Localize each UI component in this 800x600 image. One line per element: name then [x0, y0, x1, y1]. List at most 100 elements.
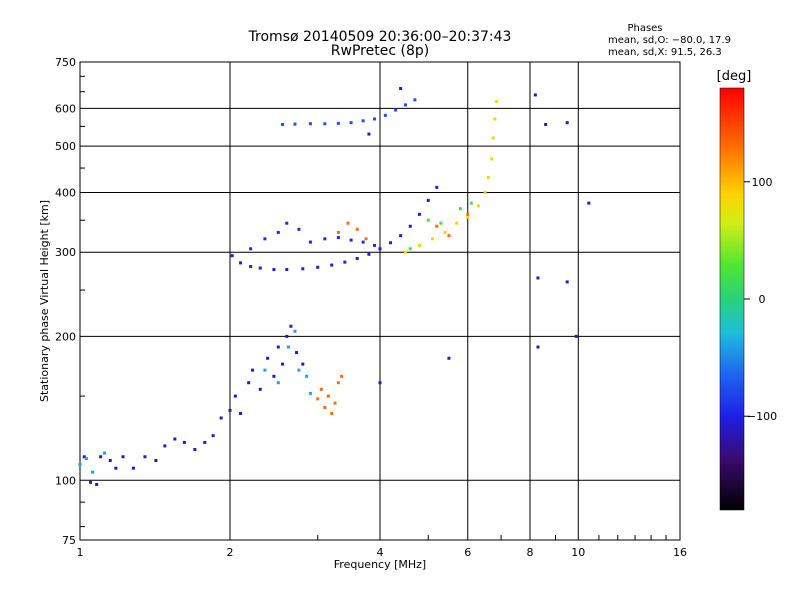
- y-tick-label: 750: [55, 56, 76, 69]
- colorbar: [deg] 100 0 −100: [717, 69, 777, 511]
- data-point: [565, 121, 569, 125]
- data-point: [399, 234, 403, 238]
- data-point: [447, 234, 451, 238]
- data-point: [114, 466, 118, 470]
- data-point: [378, 381, 382, 385]
- data-point: [263, 237, 267, 241]
- x-tick-label: 16: [673, 546, 687, 559]
- data-point: [426, 198, 430, 202]
- data-point: [295, 351, 299, 355]
- data-point: [536, 345, 540, 349]
- data-point: [308, 240, 312, 244]
- data-point: [228, 408, 232, 412]
- data-point: [355, 227, 359, 231]
- data-point: [378, 247, 382, 251]
- data-point: [435, 224, 439, 228]
- y-axis-label: Stationary phase Virtual Height [km]: [38, 200, 51, 402]
- data-point: [408, 224, 412, 228]
- x-tick-label: 1: [77, 546, 84, 559]
- data-point: [355, 257, 359, 261]
- data-point: [230, 254, 234, 258]
- stats-heading: Phases: [627, 23, 662, 34]
- data-point: [173, 437, 177, 441]
- data-point: [330, 263, 334, 267]
- data-point: [383, 113, 387, 117]
- data-point: [431, 237, 435, 241]
- data-point: [301, 267, 305, 271]
- data-point: [308, 122, 312, 126]
- data-point: [349, 238, 353, 242]
- data-point: [426, 218, 430, 222]
- data-point: [316, 397, 320, 401]
- data-point: [233, 394, 237, 398]
- y-tick-label: 400: [55, 186, 76, 199]
- x-tick-label: 10: [571, 546, 585, 559]
- data-point: [276, 381, 280, 385]
- data-point: [469, 201, 473, 205]
- data-point: [82, 455, 86, 459]
- data-point: [466, 215, 470, 219]
- data-point: [326, 394, 330, 398]
- data-point: [308, 391, 312, 395]
- data-point: [417, 212, 421, 216]
- data-point: [533, 93, 537, 97]
- data-point: [89, 480, 93, 484]
- x-tick-label: 8: [527, 546, 534, 559]
- x-tick-label: 6: [464, 546, 471, 559]
- data-point: [249, 265, 253, 269]
- data-point: [193, 447, 197, 451]
- data-point: [293, 122, 297, 126]
- data-point: [435, 185, 439, 189]
- colorbar-gradient: [719, 87, 745, 511]
- y-tick-label: 600: [55, 102, 76, 115]
- data-point: [587, 201, 591, 205]
- x-axis-label: Frequency [MHz]: [334, 558, 426, 571]
- stats-line-o: mean, sd,O: −80.0, 17.9: [608, 35, 731, 46]
- y-tick-label: 75: [62, 534, 76, 547]
- data-point: [574, 334, 578, 338]
- data-point: [349, 121, 353, 125]
- data-point: [219, 416, 223, 420]
- data-point: [99, 455, 103, 459]
- data-point: [493, 117, 497, 121]
- colorbar-label: [deg]: [717, 69, 752, 84]
- data-point: [476, 204, 480, 208]
- data-point: [483, 190, 487, 194]
- data-point: [239, 261, 243, 265]
- data-point: [91, 470, 95, 474]
- data-point: [297, 368, 301, 372]
- data-point: [323, 237, 327, 241]
- data-point: [263, 368, 267, 372]
- data-point: [247, 381, 251, 385]
- data-point: [323, 122, 327, 126]
- chart-subtitle: RwPretec (8p): [331, 43, 429, 59]
- data-point: [544, 123, 548, 127]
- data-point: [343, 260, 347, 264]
- data-point: [336, 230, 340, 234]
- data-point: [272, 268, 276, 272]
- data-point: [336, 381, 340, 385]
- data-point: [266, 356, 270, 360]
- data-point: [285, 268, 289, 272]
- y-tick-label: 100: [55, 474, 76, 487]
- data-point: [486, 175, 490, 179]
- data-point: [121, 455, 125, 459]
- data-point: [203, 440, 207, 444]
- data-points: [78, 87, 591, 486]
- data-point: [258, 266, 262, 270]
- data-point: [131, 466, 135, 470]
- data-point: [373, 117, 377, 121]
- data-point: [494, 100, 498, 104]
- data-point: [455, 221, 459, 225]
- grid: [80, 62, 680, 540]
- data-point: [367, 252, 371, 256]
- data-point: [289, 324, 293, 328]
- data-point: [286, 345, 290, 349]
- data-point: [389, 241, 393, 245]
- plot-area: 1 2 4 6 8 10 16 75 100 200 300 400 500 600 750: [55, 56, 687, 559]
- data-point: [417, 243, 421, 247]
- y-tick-label: 500: [55, 140, 76, 153]
- colorbar-tick-label: −100: [747, 410, 777, 423]
- data-point: [447, 356, 451, 360]
